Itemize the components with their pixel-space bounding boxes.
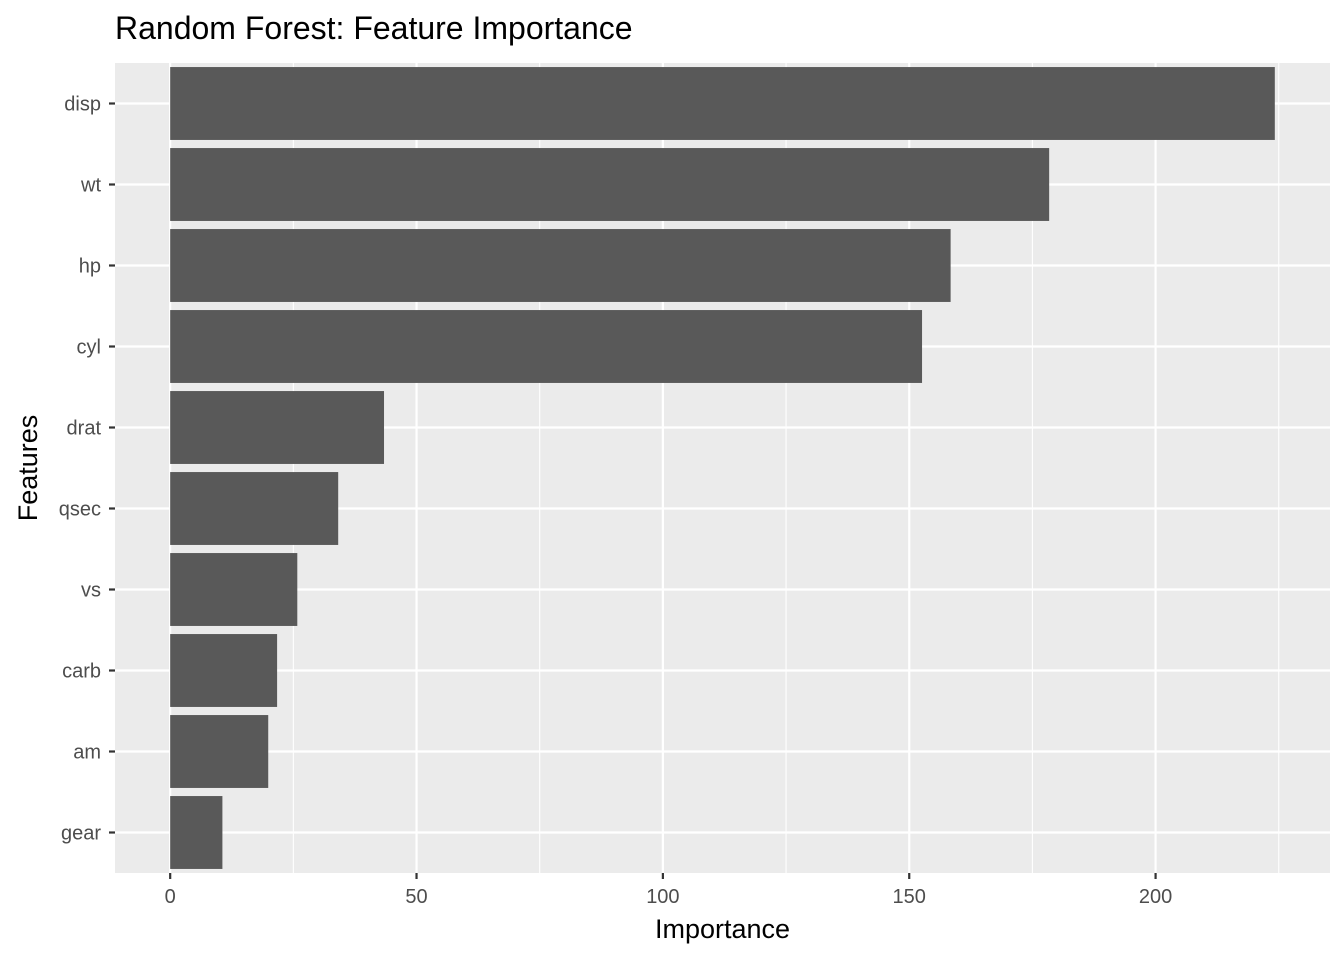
y-tick-label: qsec (59, 499, 101, 521)
bar-wt (170, 148, 1050, 221)
y-tick-label: cyl (77, 337, 101, 359)
bar-disp (170, 67, 1275, 140)
x-tick-label: 200 (1139, 886, 1172, 908)
y-tick-label: drat (67, 418, 102, 440)
y-axis: disp wt hp cyl drat qsec vs carb am gear (59, 94, 115, 845)
x-tick-label: 150 (893, 886, 926, 908)
x-axis-title: Importance (655, 914, 790, 944)
y-tick-label: am (73, 742, 101, 764)
chart-title: Random Forest: Feature Importance (115, 10, 633, 46)
bar-gear (170, 796, 223, 869)
y-axis-title: Features (13, 415, 43, 522)
bar-cyl (170, 310, 923, 383)
y-tick-label: vs (81, 580, 101, 602)
x-tick-label: 0 (165, 886, 176, 908)
y-tick-label: hp (79, 256, 101, 278)
x-axis: 0 50 100 150 200 (165, 873, 1172, 908)
bar-drat (170, 391, 385, 464)
bar-am (170, 715, 269, 788)
bar-hp (170, 229, 951, 302)
bar-layer (170, 67, 1275, 869)
y-tick-label: gear (61, 823, 101, 845)
y-tick-label: wt (80, 175, 101, 197)
y-tick-label: carb (62, 661, 101, 683)
bar-qsec (170, 472, 339, 545)
bar-vs (170, 553, 298, 626)
x-tick-label: 50 (405, 886, 427, 908)
y-tick-label: disp (64, 94, 101, 116)
x-tick-label: 100 (646, 886, 679, 908)
bar-carb (170, 634, 278, 707)
